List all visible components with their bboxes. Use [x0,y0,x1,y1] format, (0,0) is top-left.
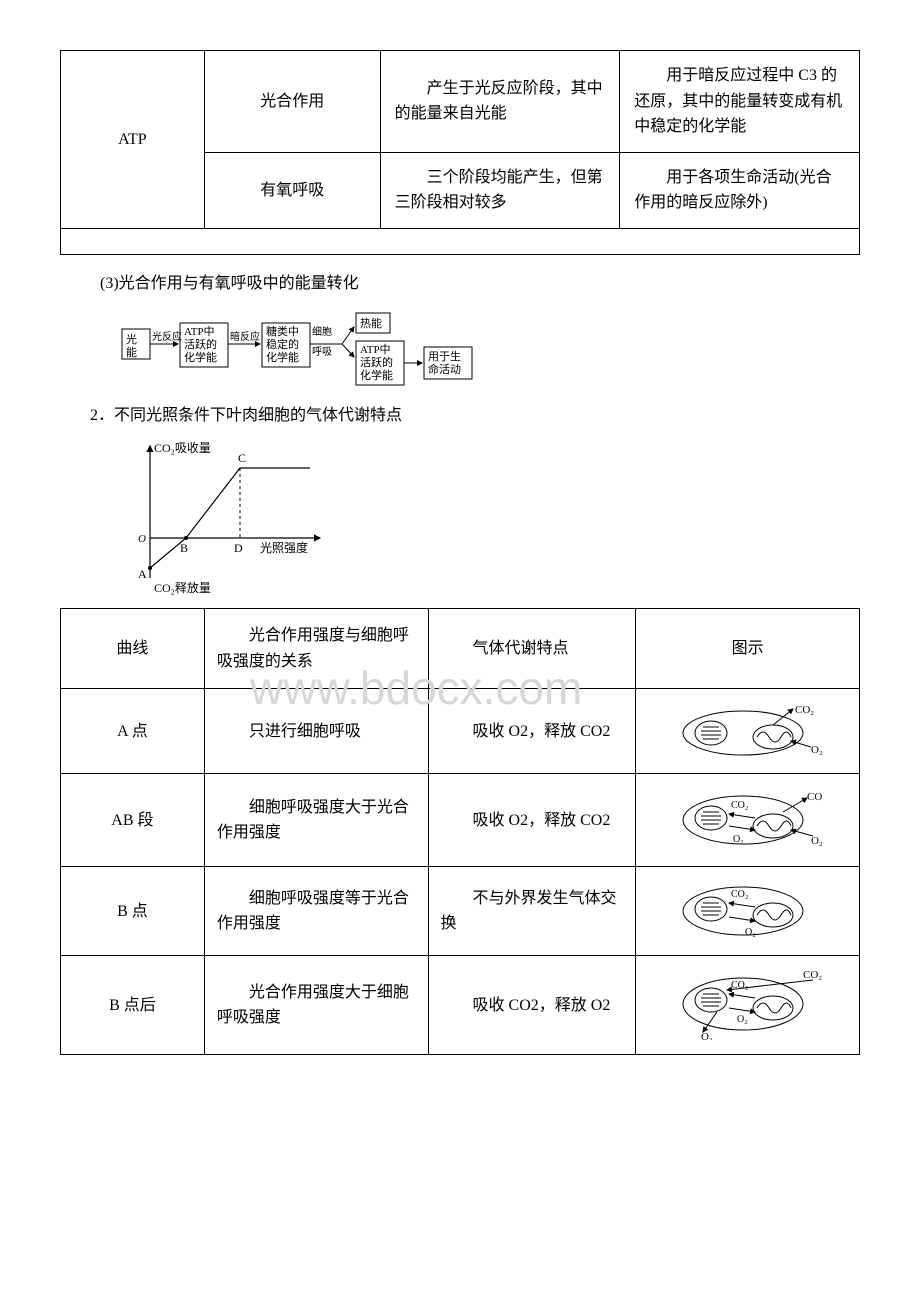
t2-r4-c3: 吸收 CO2，释放 O2 [428,956,636,1055]
svg-text:活跃的: 活跃的 [360,355,393,369]
svg-text:稳定的: 稳定的 [266,337,299,351]
svg-text:用于生: 用于生 [428,349,461,363]
t2-r1-c4: CO₂ O₂ [636,689,860,774]
svg-text:活跃的: 活跃的 [184,337,217,351]
t2-r3-c1: B 点 [61,867,205,956]
t2-h3: 气体代谢特点 [428,609,636,689]
t2-r1-c2: 只进行细胞呼吸 [204,689,428,774]
svg-text:命活动: 命活动 [428,362,461,376]
t2-r3-c3: 不与外界发生气体交换 [428,867,636,956]
svg-text:CO₂: CO₂ [807,791,823,803]
svg-text:热能: 热能 [360,316,382,330]
svg-text:O₂: O₂ [811,835,823,847]
atp-table: ATP 光合作用 产生于光反应阶段，其中的能量来自光能 用于暗反应过程中 C3 … [60,50,860,255]
energy-flow-diagram: .bx{fill:none;stroke:#000;stroke-width:1… [120,307,860,387]
svg-text:ATP中: ATP中 [184,325,215,338]
svg-text:O₂: O₂ [745,927,756,938]
t2-r4-c4: CO₂ O₂ CO₂ O₂ [636,956,860,1055]
t2-h4: 图示 [636,609,860,689]
svg-text:CO₂吸收量: CO₂吸收量 [154,441,211,455]
svg-text:B: B [180,541,188,555]
svg-text:呼吸: 呼吸 [312,346,332,358]
svg-text:光反应: 光反应 [152,330,182,343]
t1-r2-c4: 用于各项生命活动(光合作用的暗反应除外) [620,152,860,228]
svg-text:CO₂: CO₂ [731,800,748,811]
svg-text:能: 能 [126,345,137,359]
t2-r3-c4: CO₂ O₂ [636,867,860,956]
svg-text:化学能: 化学能 [266,350,299,364]
t2-r2-c4: CO₂ O₂ CO₂ O₂ [636,774,860,867]
svg-text:D: D [234,541,243,555]
t2-h1: 曲线 [61,609,205,689]
svg-text:O: O [138,533,146,545]
section2-heading: 2．不同光照条件下叶肉细胞的气体代谢特点 [90,403,860,429]
svg-text:O₂: O₂ [733,834,744,845]
co2-light-graph: .ax{stroke:#000;stroke-width:1.2;fill:no… [110,438,860,598]
t2-h2: 光合作用强度与细胞呼吸强度的关系 [204,609,428,689]
section3-heading: (3)光合作用与有氧呼吸中的能量转化 [100,271,860,297]
svg-text:O₂: O₂ [811,744,823,756]
svg-text:CO₂: CO₂ [795,704,814,716]
t2-r4-c2: 光合作用强度大于细胞呼吸强度 [204,956,428,1055]
svg-text:暗反应: 暗反应 [230,330,260,343]
svg-text:糖类中: 糖类中 [266,324,299,338]
t2-r4-c1: B 点后 [61,956,205,1055]
svg-text:A: A [138,567,147,581]
t1-r1-c3: 产生于光反应阶段，其中的能量来自光能 [380,51,620,153]
t2-r2-c1: AB 段 [61,774,205,867]
t2-r3-c2: 细胞呼吸强度等于光合作用强度 [204,867,428,956]
svg-text:细胞: 细胞 [312,325,332,338]
t2-r2-c3: 吸收 O2，释放 CO2 [428,774,636,867]
t1-r1-c4: 用于暗反应过程中 C3 的还原，其中的能量转变成有机中稳定的化学能 [620,51,860,153]
svg-text:CO₂释放量: CO₂释放量 [154,580,211,595]
svg-text:ATP中: ATP中 [360,343,391,356]
svg-text:光: 光 [126,332,137,346]
t1-r2-c3: 三个阶段均能产生，但第三阶段相对较多 [380,152,620,228]
svg-text:O₂: O₂ [701,1031,713,1040]
svg-text:CO₂: CO₂ [731,889,748,900]
svg-text:O₂: O₂ [737,1014,748,1025]
t1-empty-row [61,228,860,254]
svg-text:光照强度: 光照强度 [260,540,308,555]
svg-text:化学能: 化学能 [360,368,393,382]
t2-r1-c3: 吸收 O2，释放 CO2 [428,689,636,774]
svg-text:CO₂: CO₂ [803,970,822,981]
atp-label: ATP [61,51,205,229]
gas-metabolism-table: 曲线 光合作用强度与细胞呼吸强度的关系 气体代谢特点 图示 A 点 只进行细胞呼… [60,608,860,1055]
t1-r1-c2: 光合作用 [204,51,380,153]
t2-r2-c2: 细胞呼吸强度大于光合作用强度 [204,774,428,867]
t2-r1-c1: A 点 [61,689,205,774]
t1-r2-c2: 有氧呼吸 [204,152,380,228]
svg-text:C: C [238,451,246,465]
svg-text:化学能: 化学能 [184,350,217,364]
